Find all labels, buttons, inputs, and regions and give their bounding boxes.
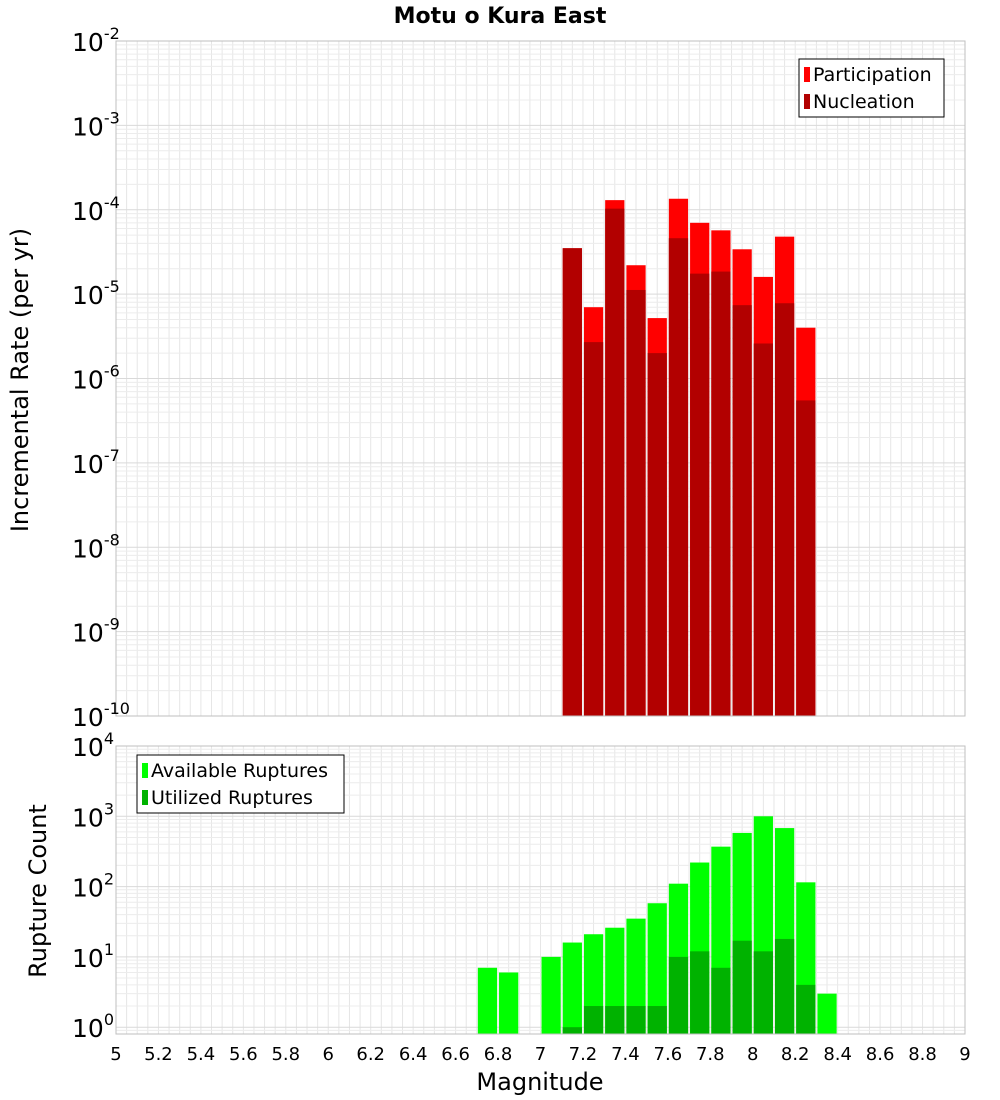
bar-utilized-ruptures xyxy=(774,938,795,1034)
bar-nucleation xyxy=(647,353,667,716)
y-tick-label: 103 xyxy=(72,799,114,832)
plot-panel-0: 10-2 10-3 10-4 10-5 10-6 10-7 10-8 10-9 10-10 Par… xyxy=(72,24,966,732)
bar-nucleation xyxy=(583,342,604,716)
x-tick-label: 6 xyxy=(323,1044,334,1065)
legend-box xyxy=(136,754,345,814)
bar-utilized-ruptures xyxy=(711,967,731,1034)
bar-available-ruptures xyxy=(541,956,561,1034)
plot-frame xyxy=(115,745,966,1035)
bar-utilized-ruptures xyxy=(796,984,816,1034)
bars xyxy=(562,198,816,717)
x-tick-label: 8.4 xyxy=(823,1044,852,1065)
bar-utilized-ruptures xyxy=(690,951,710,1034)
bar-utilized-ruptures xyxy=(562,1027,582,1034)
legend-swatch xyxy=(142,790,148,805)
bottom-y-axis-label: Rupture Count xyxy=(24,804,52,978)
bar-nucleation xyxy=(732,305,752,716)
bar-utilized-ruptures xyxy=(605,1006,625,1034)
y-tick-label: 10-3 xyxy=(72,108,120,141)
bar-available-ruptures xyxy=(626,918,646,1034)
x-tick-label: 6.6 xyxy=(441,1044,470,1065)
x-tick-label: 5 xyxy=(110,1044,121,1065)
bar-utilized-ruptures xyxy=(732,940,752,1034)
legend-label: Available Ruptures xyxy=(151,760,328,782)
x-tick-label: 6.8 xyxy=(484,1044,513,1065)
bar-nucleation xyxy=(753,343,773,716)
x-tick-label: 5.4 xyxy=(187,1044,216,1065)
legend-box xyxy=(798,58,945,118)
legend-swatch xyxy=(142,763,148,778)
legend-label: Participation xyxy=(813,64,932,86)
bar-nucleation xyxy=(796,400,816,716)
bar-available-ruptures xyxy=(647,903,667,1034)
x-tick-label: 8.8 xyxy=(908,1044,937,1065)
legend: Participation Nucleation xyxy=(798,58,945,118)
x-tick-label: 8 xyxy=(747,1044,758,1065)
y-tick-label: 100 xyxy=(72,1010,114,1043)
chart-title: Motu o Kura East xyxy=(394,4,607,29)
y-tick-label: 101 xyxy=(72,940,114,973)
y-tick-label: 10-10 xyxy=(72,699,130,732)
y-tick-label: 10-6 xyxy=(72,362,120,395)
bar-nucleation xyxy=(562,248,582,717)
y-tick-label: 10-5 xyxy=(72,277,120,310)
y-tick-label: 102 xyxy=(72,870,114,903)
x-tick-label: 5.8 xyxy=(271,1044,300,1065)
legend-swatch xyxy=(804,67,810,82)
legend: Available Ruptures Utilized Ruptures xyxy=(136,754,345,814)
bar-nucleation xyxy=(605,208,625,716)
bar-utilized-ruptures xyxy=(626,1006,646,1034)
bar-nucleation xyxy=(690,273,710,716)
y-tick-label: 10-4 xyxy=(72,193,120,226)
bar-utilized-ruptures xyxy=(668,956,689,1034)
bar-nucleation xyxy=(711,271,731,716)
bar-available-ruptures xyxy=(562,942,582,1034)
plot-frame xyxy=(115,40,966,717)
bar-utilized-ruptures xyxy=(647,1006,667,1034)
x-tick-label: 8.6 xyxy=(866,1044,895,1065)
bar-utilized-ruptures xyxy=(583,1006,604,1034)
y-tick-label: 10-9 xyxy=(72,615,120,648)
bar-available-ruptures xyxy=(477,967,498,1034)
bar-utilized-ruptures xyxy=(753,951,773,1034)
legend-swatch xyxy=(804,94,810,109)
x-tick-label: 5.6 xyxy=(229,1044,258,1065)
bar-nucleation xyxy=(774,303,795,716)
bars xyxy=(477,816,837,1034)
bar-nucleation xyxy=(668,238,689,716)
x-tick-label: 9 xyxy=(959,1044,970,1065)
y-tick-label: 104 xyxy=(72,729,114,762)
bar-nucleation xyxy=(626,289,646,716)
x-tick-label: 7 xyxy=(535,1044,546,1065)
x-tick-label: 6.2 xyxy=(356,1044,385,1065)
x-tick-label: 5.2 xyxy=(144,1044,173,1065)
x-tick-label: 7.2 xyxy=(569,1044,598,1065)
x-tick-label: 8.2 xyxy=(781,1044,810,1065)
legend-label: Nucleation xyxy=(813,91,915,113)
bar-available-ruptures xyxy=(499,972,519,1034)
x-tick-label: 7.6 xyxy=(654,1044,683,1065)
y-tick-label: 10-8 xyxy=(72,530,120,563)
y-tick-label: 10-2 xyxy=(72,24,120,57)
y-tick-label: 10-7 xyxy=(72,446,120,479)
top-y-axis-label: Incremental Rate (per yr) xyxy=(6,228,34,532)
x-tick-label: 6.4 xyxy=(399,1044,428,1065)
x-axis-label: Magnitude xyxy=(476,1068,603,1096)
x-tick-label: 7.8 xyxy=(696,1044,725,1065)
x-tick-label: 7.4 xyxy=(611,1044,640,1065)
legend-label: Utilized Ruptures xyxy=(151,787,313,809)
bar-available-ruptures xyxy=(817,993,837,1034)
